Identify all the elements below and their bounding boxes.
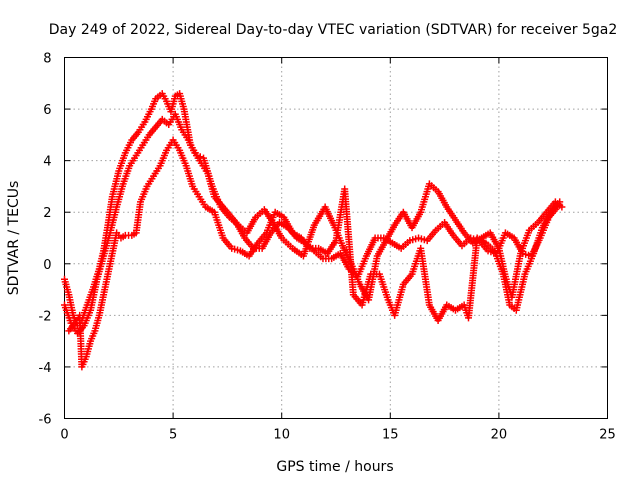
x-tick-label: 15 — [382, 428, 399, 443]
x-tick-label: 20 — [491, 428, 508, 443]
chart-title: Day 249 of 2022, Sidereal Day-to-day VTE… — [49, 22, 618, 38]
y-tick-label: 0 — [43, 258, 51, 273]
data-markers — [61, 90, 566, 371]
plot-frame — [64, 57, 608, 419]
x-axis-label: GPS time / hours — [276, 459, 393, 475]
y-tick-label: 2 — [43, 206, 51, 221]
x-tick-label: 5 — [169, 428, 177, 443]
y-tick-label: 4 — [43, 155, 51, 170]
x-tick-label: 10 — [273, 428, 290, 443]
y-tick-label: -6 — [39, 413, 52, 428]
y-tick-label: 8 — [43, 52, 51, 67]
y-tick-label: -4 — [39, 361, 52, 376]
y-tick-label: 6 — [43, 103, 51, 118]
x-tick-label: 0 — [60, 428, 68, 443]
tick-labels: 0 5 10 15 20 25 -6 -4 -2 0 2 4 6 8 — [39, 52, 616, 443]
x-tick-label: 25 — [599, 428, 616, 443]
y-axis-label: SDTVAR / TECUs — [6, 181, 22, 296]
y-tick-label: -2 — [39, 309, 52, 324]
data-point — [556, 198, 564, 206]
